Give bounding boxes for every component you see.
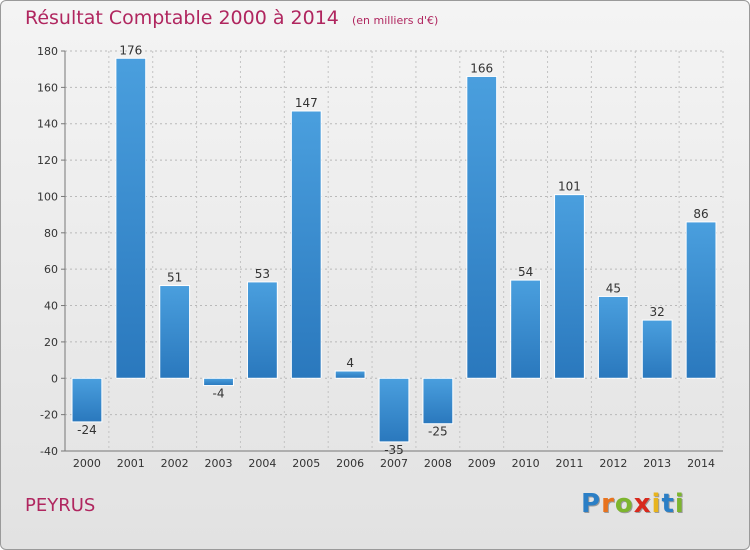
x-tick-label: 2001	[117, 457, 145, 470]
data-label-2005: 147	[295, 96, 318, 110]
bar-2013	[641, 319, 673, 379]
bar-2001	[115, 57, 147, 379]
bar-2014	[685, 221, 717, 379]
bar-2007	[378, 377, 410, 443]
x-tick-label: 2009	[468, 457, 496, 470]
logo-letter: P	[581, 489, 602, 519]
y-tick-label: 60	[44, 263, 58, 276]
data-label-2012: 45	[606, 281, 621, 295]
data-label-2006: 4	[346, 356, 354, 370]
x-tick-label: 2007	[380, 457, 408, 470]
data-label-2011: 101	[558, 180, 581, 194]
x-tick-label: 2012	[599, 457, 627, 470]
y-tick-label: 20	[44, 336, 58, 349]
logo-letter: r	[601, 489, 615, 519]
data-label-2001: 176	[119, 43, 142, 57]
bar-2009	[466, 75, 498, 379]
bar-2006	[334, 370, 366, 379]
y-tick-label: -20	[40, 409, 58, 422]
x-tick-label: 2000	[73, 457, 101, 470]
data-label-2013: 32	[650, 305, 665, 319]
data-label-2010: 54	[518, 265, 533, 279]
y-tick-label: 120	[37, 154, 58, 167]
y-tick-label: 140	[37, 118, 58, 131]
x-tick-label: 2013	[643, 457, 671, 470]
y-tick-label: 100	[37, 190, 58, 203]
bar-2012	[597, 295, 629, 379]
bar-2008	[422, 377, 454, 425]
y-tick-label: -40	[40, 445, 58, 458]
proxiti-logo: Proxiti	[581, 489, 685, 519]
bar-2011	[554, 194, 585, 379]
y-tick-label: 80	[44, 227, 58, 240]
commune-name: PEYRUS	[25, 495, 96, 516]
y-tick-label: 40	[44, 300, 58, 313]
logo-letter: i	[651, 489, 662, 519]
y-tick-label: 0	[51, 372, 58, 385]
logo-letter: x	[633, 489, 652, 519]
y-tick-label: 180	[37, 45, 58, 58]
x-tick-label: 2010	[512, 457, 540, 470]
title-row: Résultat Comptable 2000 à 2014 (en milli…	[25, 7, 438, 29]
x-tick-label: 2003	[205, 457, 233, 470]
chart-subtitle: (en milliers d'€)	[351, 14, 439, 27]
bar-2002	[159, 285, 191, 379]
label-layer: -40 -20 0 20 40 60 80 100 120 140 160 180 -24 2000 176…	[37, 43, 715, 470]
data-label-2000: -24	[77, 423, 97, 437]
grid-layer	[61, 50, 724, 452]
y-tick-label: 160	[37, 81, 58, 94]
data-label-2014: 86	[693, 207, 708, 221]
bar-2004	[246, 281, 278, 379]
x-tick-label: 2002	[161, 457, 189, 470]
logo-letter: o	[614, 489, 634, 519]
data-label-2009: 166	[470, 61, 493, 75]
x-tick-label: 2008	[424, 457, 452, 470]
bar-2003	[203, 377, 234, 387]
data-label-2008: -25	[428, 425, 448, 439]
x-tick-label: 2004	[248, 457, 276, 470]
chart-title: Résultat Comptable 2000 à 2014	[25, 7, 339, 29]
bar-2010	[510, 279, 542, 379]
logo-letter: t	[661, 489, 675, 519]
data-label-2003: -4	[213, 387, 225, 401]
x-tick-label: 2006	[336, 457, 364, 470]
x-tick-label: 2005	[292, 457, 320, 470]
x-tick-label: 2011	[555, 457, 583, 470]
logo-letter: i	[674, 489, 685, 519]
data-label-2007: -35	[384, 443, 404, 457]
data-label-2002: 51	[167, 271, 182, 285]
bar-2000	[71, 377, 103, 423]
data-label-2004: 53	[255, 267, 270, 281]
x-tick-label: 2014	[687, 457, 715, 470]
bar-2005	[290, 110, 322, 379]
bar-layer	[71, 57, 717, 443]
